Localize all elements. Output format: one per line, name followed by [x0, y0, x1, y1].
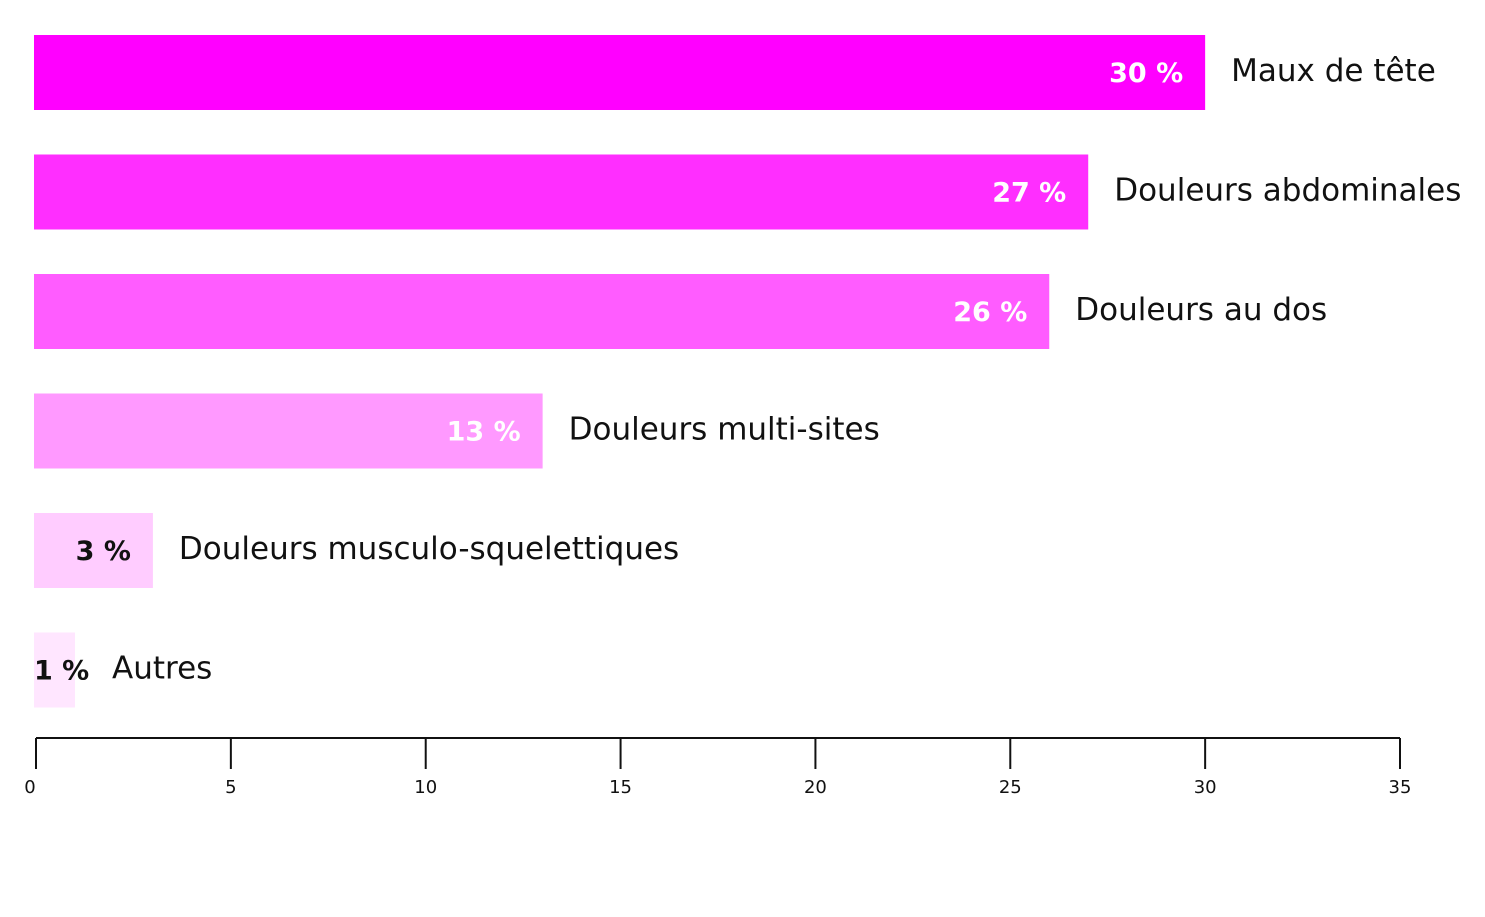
- x-tick-label: 35: [1389, 777, 1412, 798]
- bar: [34, 274, 1050, 349]
- x-tick-label: 30: [1194, 777, 1217, 798]
- value-label: 1 %: [34, 656, 89, 687]
- bar: [34, 35, 1206, 110]
- category-label: Douleurs au dos: [1075, 292, 1327, 328]
- category-label: Douleurs abdominales: [1114, 173, 1461, 209]
- x-tick-label: 15: [609, 777, 632, 798]
- value-label: 3 %: [76, 536, 131, 567]
- bar: [34, 632, 75, 708]
- bar: [34, 154, 1089, 230]
- value-label: 13 %: [447, 417, 521, 448]
- value-label: 30 %: [1109, 58, 1183, 89]
- category-label: Autres: [112, 651, 212, 687]
- category-label: Maux de tête: [1231, 53, 1436, 89]
- value-label: 26 %: [953, 297, 1027, 328]
- category-label: Douleurs musculo-squelettiques: [179, 531, 679, 567]
- x-tick-label: 20: [804, 777, 827, 798]
- x-tick-label: 0: [24, 777, 35, 798]
- x-tick-label: 10: [414, 777, 437, 798]
- x-tick-label: 5: [225, 777, 236, 798]
- category-label: Douleurs multi-sites: [569, 412, 880, 448]
- value-label: 27 %: [992, 178, 1066, 209]
- bar: [34, 513, 153, 588]
- x-tick-label: 25: [999, 777, 1022, 798]
- bar: [34, 393, 543, 469]
